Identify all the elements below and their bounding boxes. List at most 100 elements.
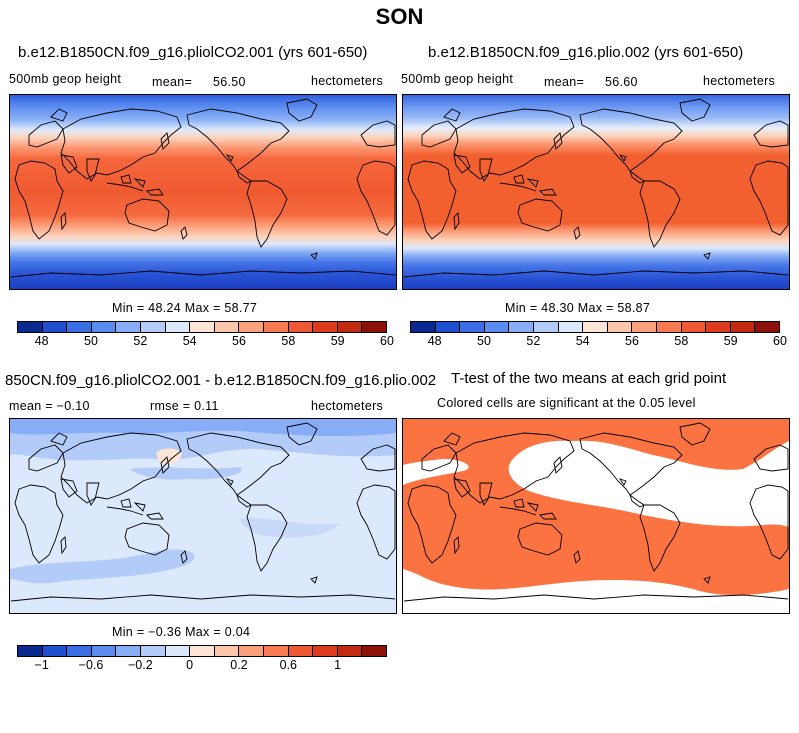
panel2-mean-value: 56.60 — [605, 75, 638, 89]
colorbar-swatch — [509, 322, 534, 332]
colorbar-swatch — [337, 322, 363, 332]
colorbar-tick-label: 50 — [477, 334, 491, 348]
colorbar-swatch — [755, 322, 779, 332]
colorbar-tick-label: 0.6 — [279, 658, 298, 672]
colorbar-swatch — [165, 322, 191, 332]
panel1-units: hectometers — [311, 74, 384, 88]
colorbar-swatch — [116, 322, 141, 332]
panel4-title: T-test of the two means at each grid poi… — [451, 370, 727, 387]
colorbar-tick-label: 54 — [575, 334, 590, 348]
colorbar-swatch — [140, 322, 166, 332]
colorbar-tick-label: 0 — [186, 658, 194, 672]
colorbar-tick-label: 58 — [674, 334, 689, 348]
colorbar-swatch — [460, 322, 485, 332]
panel1-field — [10, 95, 396, 289]
colorbar-swatch — [116, 646, 141, 656]
panel3-title: 850CN.f09_g16.pliolCO2.001 - b.e12.B1850… — [5, 372, 437, 389]
figure-title: SON — [375, 4, 424, 29]
panel1-mean-value: 56.50 — [213, 75, 246, 89]
colorbar-swatch — [18, 322, 43, 332]
panel1-title: b.e12.B1850CN.f09_g16.pliolCO2.001 (yrs … — [18, 44, 368, 61]
colorbar-swatch — [484, 322, 510, 332]
panel3-negative-north-strong — [10, 419, 396, 437]
colorbar-swatch — [42, 646, 68, 656]
colorbar-swatch — [263, 322, 289, 332]
colorbar-tick-label: 52 — [133, 334, 148, 348]
panel2-map — [402, 94, 790, 290]
colorbar-tick-label: 56 — [625, 334, 639, 348]
panel3-positive-patch — [156, 448, 182, 465]
panel1-variable: 500mb geop height — [9, 72, 122, 86]
panel3-map — [9, 418, 397, 614]
panel2-variable: 500mb geop height — [401, 72, 514, 86]
panel2-minmax: Min = 48.30 Max = 58.87 — [505, 301, 651, 315]
colorbar-swatch — [533, 322, 559, 332]
panel1-mean-label: mean= — [152, 75, 193, 89]
colorbar-tick-label: 48 — [34, 334, 49, 348]
colorbar-tick-label: 0.2 — [230, 658, 248, 672]
colorbar-swatch — [632, 322, 657, 332]
panel1-minmax: Min = 48.24 Max = 58.77 — [112, 301, 258, 315]
colorbar-abs-right — [410, 321, 780, 333]
panel3-mean: mean = −0.10 — [9, 399, 90, 413]
colorbar-diff — [17, 645, 387, 657]
panel3-units: hectometers — [311, 399, 384, 413]
colorbar-swatch — [730, 322, 756, 332]
colorbar-swatch — [165, 646, 191, 656]
colorbar-swatch — [263, 646, 289, 656]
colorbar-swatch — [190, 646, 215, 656]
panel3-negative-south — [10, 549, 195, 584]
colorbar-swatch — [313, 322, 338, 332]
colorbar-swatch — [239, 322, 264, 332]
colorbar-swatch — [583, 322, 608, 332]
colorbar-tick-label: −1 — [34, 658, 49, 672]
colorbar-tick-label: 60 — [380, 334, 394, 348]
panel1-map — [9, 94, 397, 290]
colorbar-swatch — [140, 646, 166, 656]
colorbar-tick-label: −0.2 — [127, 658, 153, 672]
colorbar-swatch — [337, 646, 363, 656]
panel3-rmse: rmse = 0.11 — [150, 399, 219, 413]
colorbar-tick-label: 48 — [427, 334, 442, 348]
panel3-negative-pacific — [240, 518, 340, 538]
colorbar-swatch — [435, 322, 461, 332]
colorbar-swatch — [706, 322, 731, 332]
colorbar-swatch — [313, 646, 338, 656]
colorbar-swatch — [288, 322, 314, 332]
panel4-significant-region — [403, 419, 789, 596]
colorbar-swatch — [411, 322, 436, 332]
colorbar-swatch — [67, 646, 92, 656]
panel2-field — [403, 95, 789, 289]
colorbar-tick-label: 59 — [723, 334, 738, 348]
colorbar-swatch — [607, 322, 633, 332]
colorbar-swatch — [18, 646, 43, 656]
panel3-minmax: Min = −0.36 Max = 0.04 — [112, 625, 251, 639]
colorbar-tick-label: −0.6 — [78, 658, 104, 672]
colorbar-swatch — [656, 322, 682, 332]
colorbar-swatch — [190, 322, 215, 332]
colorbar-tick-label: 58 — [281, 334, 296, 348]
panel4-map — [402, 418, 790, 614]
colorbar-tick-label: 60 — [773, 334, 787, 348]
colorbar-swatch — [42, 322, 68, 332]
panel3-negative-mid — [130, 467, 242, 480]
colorbar-swatch — [239, 646, 264, 656]
colorbar-swatch — [91, 646, 117, 656]
colorbar-tick-label: 50 — [84, 334, 98, 348]
colorbar-swatch — [214, 322, 240, 332]
colorbar-tick-label: 54 — [182, 334, 197, 348]
colorbar-swatch — [362, 646, 386, 656]
colorbar-tick-label: 56 — [232, 334, 246, 348]
colorbar-tick-label: 52 — [526, 334, 541, 348]
panel4-subtitle: Colored cells are significant at the 0.0… — [437, 396, 696, 410]
colorbar-tick-label: 1 — [334, 658, 342, 672]
panel2-mean-label: mean= — [544, 75, 585, 89]
colorbar-swatch — [558, 322, 584, 332]
colorbar-swatch — [67, 322, 92, 332]
panel2-units: hectometers — [703, 74, 776, 88]
colorbar-swatch — [288, 646, 314, 656]
colorbar-swatch — [681, 322, 707, 332]
colorbar-swatch — [91, 322, 117, 332]
colorbar-abs-left — [17, 321, 387, 333]
colorbar-tick-label: 59 — [330, 334, 345, 348]
